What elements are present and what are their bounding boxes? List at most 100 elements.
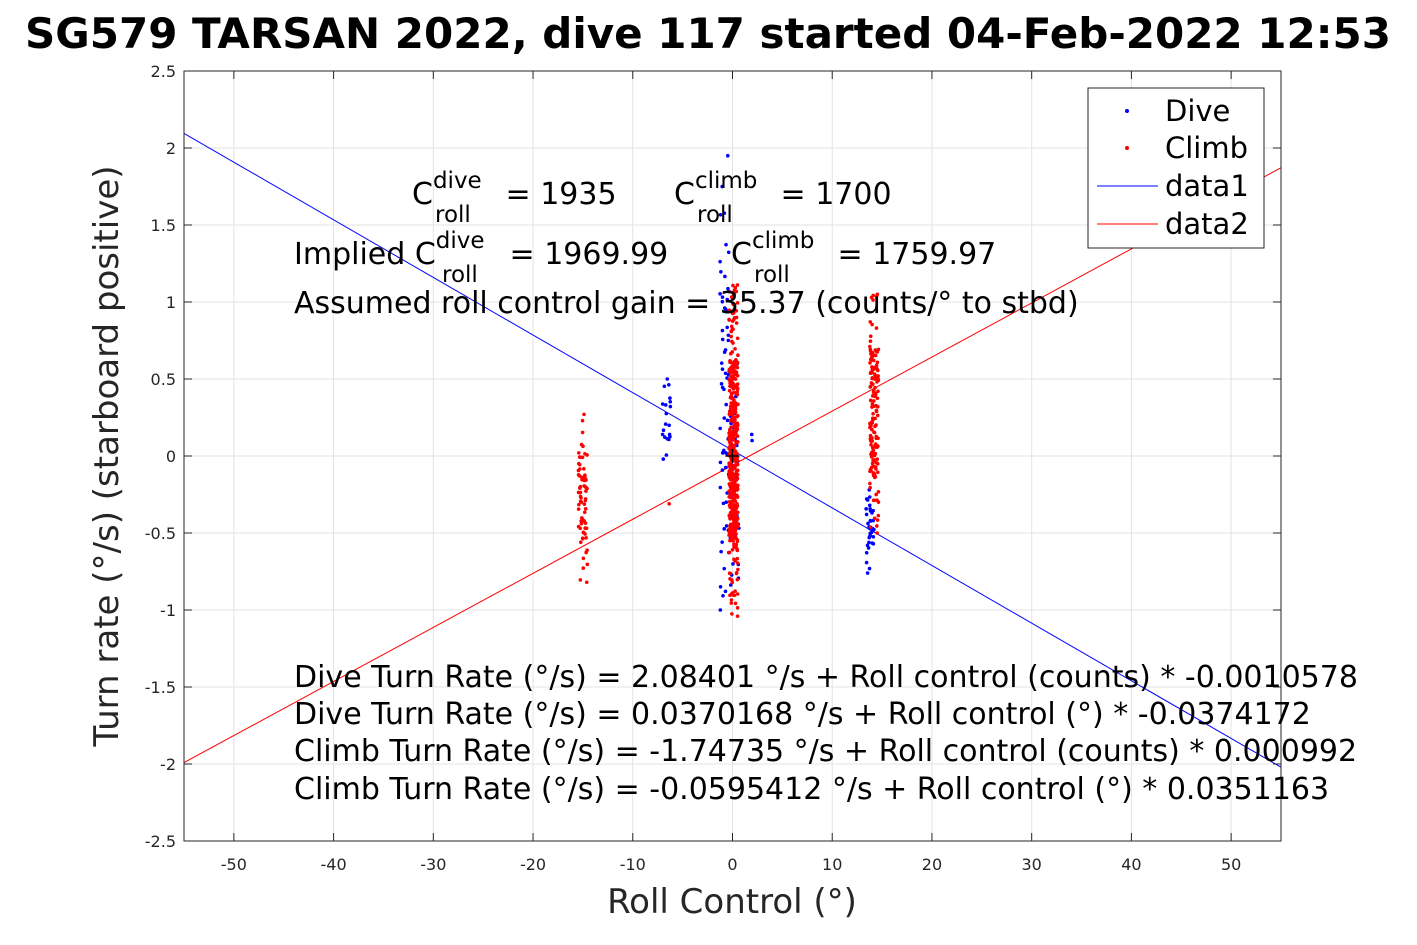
- point-climb: [732, 483, 737, 487]
- point-climb: [872, 472, 877, 477]
- point-climb: [734, 518, 739, 523]
- c-climb-base: C: [674, 177, 695, 212]
- point-climb: [873, 394, 877, 399]
- point-climb: [727, 290, 732, 294]
- point-dive: [719, 382, 724, 386]
- point-climb: [876, 389, 880, 394]
- point-climb: [578, 490, 583, 495]
- x-tick-label: 10: [822, 855, 842, 874]
- point-climb: [730, 547, 735, 552]
- point-dive: [724, 402, 729, 407]
- point-climb: [872, 388, 876, 393]
- point-climb: [727, 369, 731, 373]
- point-dive: [726, 286, 730, 291]
- point-climb: [869, 455, 874, 459]
- point-dive: [660, 432, 665, 437]
- point-dive: [865, 543, 870, 548]
- point-dive: [723, 371, 728, 376]
- point-climb: [736, 353, 740, 358]
- point-climb: [876, 436, 880, 441]
- point-climb: [579, 500, 584, 504]
- point-climb: [868, 485, 872, 490]
- y-tick-label: -2.5: [145, 832, 176, 851]
- y-tick-label: 2: [166, 139, 176, 158]
- point-climb: [730, 409, 735, 414]
- point-climb: [872, 498, 876, 503]
- legend-label-climb: Climb: [1165, 131, 1248, 165]
- point-climb: [731, 472, 736, 476]
- point-climb: [869, 465, 874, 470]
- point-climb: [870, 365, 874, 369]
- point-climb: [735, 488, 739, 492]
- point-dive: [723, 589, 728, 594]
- x-tick-label: -50: [221, 855, 247, 874]
- point-climb: [727, 439, 732, 443]
- point-climb: [873, 353, 878, 358]
- point-climb: [728, 384, 732, 388]
- point-climb: [868, 347, 873, 352]
- point-dive: [663, 422, 668, 426]
- point-dive: [725, 153, 730, 158]
- point-climb: [580, 418, 585, 423]
- point-climb: [735, 614, 740, 618]
- x-tick-label: -10: [620, 855, 646, 874]
- point-climb: [729, 378, 734, 383]
- point-climb: [873, 465, 878, 469]
- point-climb: [730, 309, 734, 314]
- point-dive: [721, 593, 725, 598]
- c-dive-annotation: Cdive roll = 1935: [412, 168, 617, 228]
- point-dive: [720, 337, 725, 342]
- point-dive: [724, 500, 729, 505]
- point-dive: [867, 495, 872, 499]
- point-climb: [576, 524, 581, 529]
- point-climb: [868, 481, 872, 486]
- point-climb: [876, 347, 881, 352]
- point-climb: [735, 592, 740, 596]
- point-climb: [728, 517, 732, 521]
- point-climb: [733, 499, 738, 504]
- point-climb: [735, 605, 740, 610]
- point-climb: [581, 566, 586, 570]
- point-climb: [733, 347, 737, 351]
- point-climb: [873, 385, 877, 390]
- point-climb: [870, 421, 875, 425]
- x-tick-label: 50: [1221, 855, 1241, 874]
- point-dive: [722, 566, 727, 571]
- point-climb: [734, 384, 739, 389]
- point-climb: [873, 416, 877, 421]
- point-dive: [749, 432, 754, 437]
- point-climb: [727, 318, 732, 322]
- point-climb: [875, 360, 880, 365]
- point-dive: [668, 396, 672, 400]
- point-climb: [580, 516, 584, 520]
- legend-box: [1087, 87, 1265, 249]
- point-climb: [876, 374, 880, 378]
- point-climb: [727, 495, 731, 499]
- point-climb: [730, 319, 735, 323]
- point-climb: [727, 469, 731, 474]
- point-climb: [733, 431, 738, 435]
- point-climb: [584, 580, 589, 585]
- point-dive: [870, 541, 874, 545]
- point-climb: [875, 413, 880, 418]
- point-climb: [868, 339, 873, 343]
- point-dive: [722, 387, 726, 392]
- point-dive: [726, 250, 731, 255]
- point-climb: [579, 442, 584, 447]
- point-climb: [582, 519, 587, 523]
- point-climb: [875, 531, 879, 535]
- point-climb: [734, 308, 739, 313]
- implied-climb-value: = 1759.97: [828, 237, 996, 272]
- point-climb: [873, 424, 877, 429]
- point-climb: [580, 455, 585, 460]
- point-climb: [578, 540, 583, 545]
- point-dive: [720, 451, 725, 455]
- point-dive: [667, 423, 671, 428]
- point-climb: [582, 478, 587, 483]
- point-climb: [731, 373, 736, 378]
- y-tick-label: 1: [166, 293, 176, 312]
- implied-climb-sup: climb: [752, 228, 814, 254]
- point-climb: [875, 524, 879, 528]
- point-climb: [582, 502, 587, 506]
